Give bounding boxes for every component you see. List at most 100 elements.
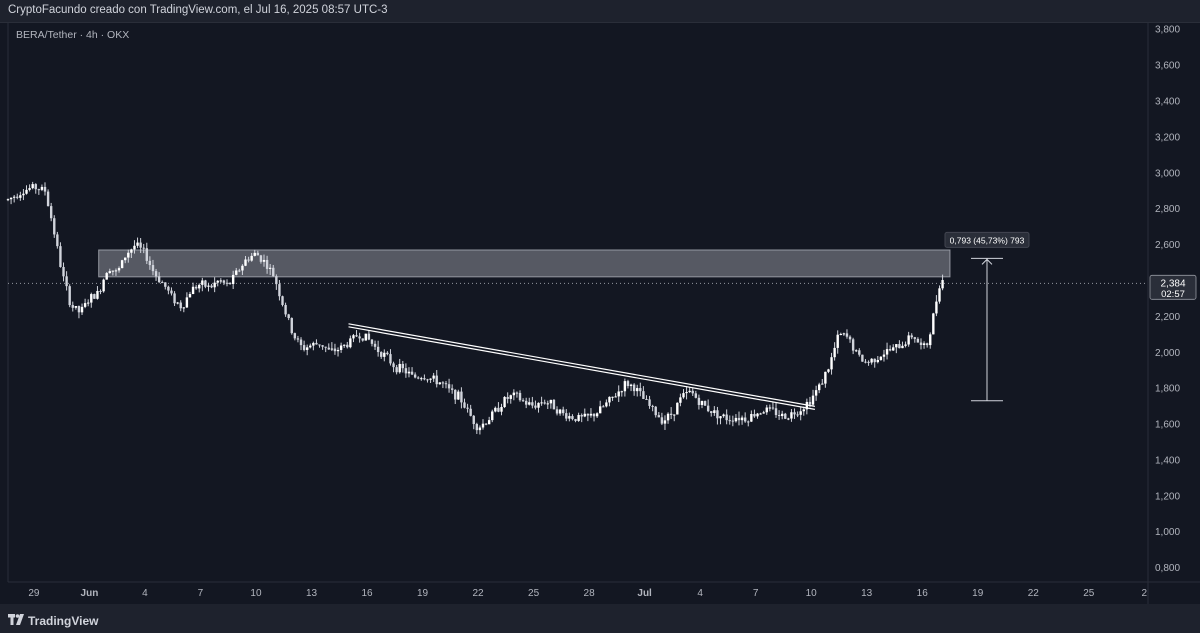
candle-body [932,313,935,335]
candle-body [170,290,173,294]
candle-body [454,389,457,400]
candle-body [432,375,435,379]
candle-body [142,247,145,249]
candle-body [293,333,297,339]
x-tick-label: Jun [81,588,99,599]
candle-body [31,184,34,189]
current-price-label-box [1149,274,1197,300]
candle-body [481,423,485,428]
candle-body [697,397,701,405]
candle-body [500,407,503,412]
candle-body [515,392,519,394]
candle-body [632,384,636,392]
candle-body [623,381,627,392]
candle-body [802,409,805,412]
candle-body [694,393,698,398]
candle-body [784,413,787,419]
candle-body [83,303,87,307]
candle-body [53,218,56,235]
candle-body [605,402,608,407]
candle-body [577,415,580,421]
trendline-lower[interactable] [348,326,815,410]
y-tick-label: 3,200 [1155,132,1180,143]
resistance-zone[interactable] [98,249,951,278]
candle-body [426,379,429,381]
candle-body [700,401,704,405]
candle-body [457,391,460,400]
y-tick-label: 2,800 [1155,204,1180,215]
candle-body [898,344,901,349]
x-tick-label: 25 [1083,588,1095,599]
candle-body [580,415,583,417]
candle-body [204,280,207,287]
x-tick-label: 10 [250,588,262,599]
candle-body [842,333,846,335]
candles-layer [6,181,944,435]
candle-body [867,361,870,363]
candle-body [16,196,19,198]
candle-body [120,260,124,269]
y-tick-label: 3,400 [1155,96,1180,107]
header-bar: CryptoFacundo creado con TradingView.com… [0,0,1200,23]
candle-body [910,335,913,338]
x-tick-label: 13 [861,588,873,599]
candle-body [558,409,562,414]
y-tick-label: 3,600 [1155,61,1180,72]
candle-body [25,189,28,194]
x-tick-label: 4 [697,588,703,599]
candle-body [747,421,750,423]
candle-body [565,413,568,419]
candle-body [796,414,799,416]
candle-body [253,252,256,256]
candle-body [731,420,735,422]
candle-body [497,407,500,412]
candle-body [818,384,821,391]
candle-body [65,276,68,287]
candle-body [228,282,232,284]
y-tick-label: 2,600 [1155,240,1180,251]
candle-body [262,259,266,262]
candle-body [540,402,543,404]
candle-body [336,349,340,352]
countdown-label: 02:57 [1161,289,1185,300]
candle-body [688,390,691,393]
candle-body [373,343,377,347]
candle-body [398,363,401,373]
y-tick-label: 1,400 [1155,455,1180,466]
candle-body [194,286,198,289]
candle-body [380,352,383,357]
candle-body [512,392,516,396]
candle-body [281,296,284,305]
candle-body [389,354,392,364]
candle-body [710,411,713,413]
candle-body [876,359,880,363]
candle-body [219,280,223,282]
price-chart[interactable]: 0,793 (45,73%) 793 3,800 3,600 3,400 3,200 3… [0,0,1200,604]
candle-body [117,268,121,271]
measure-tool-layer[interactable]: 0,793 (45,73%) 793 [944,231,1030,402]
candle-body [913,337,917,339]
candle-body [938,288,941,302]
candle-body [176,302,179,304]
candle-body [330,348,334,350]
candle-body [133,245,136,250]
candle-body [111,270,115,272]
x-tick-label: 29 [28,588,40,599]
candle-body [611,396,614,398]
candle-body [651,405,654,407]
trendline-upper[interactable] [348,323,815,407]
candle-body [861,354,864,362]
y-tick-label: 0,800 [1155,563,1180,574]
symbol-label: BERA/Tether · 4h · OKX [16,29,130,41]
header-text: CryptoFacundo creado con TradingView.com… [8,4,388,16]
candle-body [737,417,741,421]
candle-body [768,407,772,409]
candle-body [722,414,725,417]
candle-body [925,343,929,346]
candle-body [127,252,130,258]
trendline-layer[interactable] [348,323,815,410]
candle-body [790,412,793,419]
candle-body [145,248,148,261]
candle-body [762,412,765,414]
candle-body [537,402,540,408]
